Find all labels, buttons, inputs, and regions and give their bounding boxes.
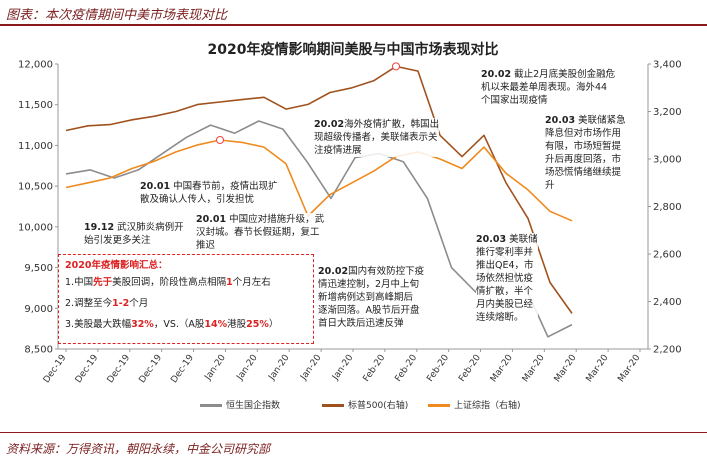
x-tick-label: Jan-20	[330, 353, 355, 383]
annotation-2001a: 20.01 中国春节前，疫情出现扩 散及确认人传人，引发担忧	[140, 180, 278, 206]
y-right-tick-label: 2,200	[653, 345, 682, 356]
y-right-tick-label: 2,400	[653, 297, 682, 308]
x-tick-label: Jan-20	[267, 353, 292, 383]
summary-line-2: 2.调整至今1-2个月	[65, 298, 149, 309]
annotation-text: 国内有效防控下疫 情迅速控制，2月中上旬 新增病例达到高峰期后 逐渐回落。A股节…	[318, 266, 425, 329]
y-left-tick-label: 11,000	[18, 141, 53, 152]
annotation-text: 中国春节前，疫情出现扩 散及确认人传人，引发担忧	[140, 181, 278, 205]
peak-marker	[216, 136, 224, 144]
legend-item-spx: 标普500(右轴)	[322, 398, 408, 411]
annotation-tag: 19.12	[84, 222, 115, 233]
annotation-tag: 20.03	[545, 115, 576, 126]
source-note: 资料来源：万得资讯，朝阳永续，中金公司研究部	[6, 442, 271, 456]
annotation-1912: 19.12 武汉肺炎病例开 始引发更多关注	[84, 221, 184, 247]
annotation-2002a: 20.02海外疫情扩散，韩国出 现超级传播者，美联储表示关 注疫情进展	[314, 118, 440, 157]
x-tick-label: Mar-20	[553, 353, 579, 384]
y-left-tick-label: 11,500	[18, 100, 53, 111]
chart-title: 2020年疫情影响期间美股与中国市场表现对比	[208, 41, 499, 58]
annotation-text: 美联储紧急 降息但对市场作用 有限，市场短暂提 升后再度回落，市 场恐慌情绪继续…	[545, 115, 626, 191]
annotation-tag: 20.02	[314, 119, 345, 130]
chart: 2020年疫情影响期间美股与中国市场表现对比 8,500 9,000 9,500 10,…	[18, 41, 682, 385]
annotation-2002c: 20.02国内有效防控下疫 情迅速控制，2月中上旬 新增病例达到高峰期后 逐渐回…	[318, 265, 425, 330]
legend-item-hsce: 恒生国企指数	[200, 398, 280, 411]
y-left-tick-label: 9,000	[24, 304, 53, 315]
x-tick-label: Dec-19	[138, 353, 165, 385]
x-tick-label: Jan-20	[235, 353, 260, 383]
peak-marker	[392, 62, 400, 71]
x-tick-label: Dec-19	[106, 353, 133, 385]
annotation-2002b: 20.02 截止2月底美股创金融危 机以来最差单周表现。海外44 个国家出现疫情	[481, 68, 616, 107]
x-tick-label: Mar-20	[489, 353, 515, 384]
y-left-tick-label: 12,000	[18, 60, 53, 71]
annotation-text: 中国应对措施升级，武 汉封城。春节长假延期，复工 推迟	[196, 214, 325, 251]
bottom-rule	[0, 432, 707, 433]
series-line-1	[65, 65, 573, 314]
annotation-text: 截止2月底美股创金融危 机以来最差单周表现。海外44 个国家出现疫情	[481, 69, 616, 106]
annotation-tag: 20.01	[196, 214, 227, 225]
x-tick-label: Feb-20	[457, 353, 483, 384]
x-tick-label: Jan-20	[203, 353, 228, 383]
y-right-tick-label: 3,400	[653, 60, 682, 71]
summary-title: 2020年疫情影响汇总：	[65, 260, 168, 271]
annotation-text: 海外疫情扩散，韩国出 现超级传播者，美联储表示关 注疫情进展	[314, 119, 440, 156]
annotation-tag: 20.01	[140, 181, 171, 192]
figure-caption: 图表：本次疫情期间中美市场表现对比	[6, 8, 228, 23]
y-left-tick-label: 10,000	[18, 222, 53, 233]
x-tick-label: Mar-20	[616, 353, 642, 384]
y-left-tick-label: 9,500	[24, 263, 53, 274]
annotation-tag: 20.02	[481, 69, 512, 80]
x-tick-label: Dec-19	[169, 353, 196, 385]
y-left-tick-label: 8,500	[24, 345, 53, 356]
summary-box: 2020年疫情影响汇总： 1.中国先于美股回调，阶段性高点相隔1个月左右 2.调…	[58, 254, 314, 344]
x-tick-label: Feb-20	[362, 353, 388, 384]
legend-item-shcomp: 上证综指（右轴)	[428, 398, 521, 411]
annotation-tag: 20.03	[476, 234, 507, 245]
summary-line-3: 3.美股最大跌幅32%，VS.（A股14%港股25%）	[65, 319, 279, 330]
x-tick-label: Dec-19	[42, 353, 69, 385]
annotation-text: 武汉肺炎病例开 始引发更多关注	[84, 222, 184, 246]
x-tick-label: Mar-20	[521, 353, 547, 384]
x-tick-label: Mar-20	[585, 353, 611, 384]
summary-line-1: 1.中国先于美股回调，阶段性高点相隔1个月左右	[65, 277, 271, 288]
annotation-2003b: 20.03 美联储 推行零利率并 推出QE4，市 场依然担忧疫 情扩散，半个 月…	[476, 233, 538, 324]
annotation-tag: 20.02	[318, 266, 349, 277]
series-line-2	[65, 139, 573, 222]
annotation-text: 美联储 推行零利率并 推出QE4，市 场依然担忧疫 情扩散，半个 月内美股已经 …	[476, 234, 538, 323]
y-right-tick-label: 3,200	[653, 107, 682, 118]
x-tick-label: Jan-20	[298, 353, 323, 383]
annotation-2003a: 20.03 美联储紧急 降息但对市场作用 有限，市场短暂提 升后再度回落，市 场…	[545, 114, 626, 192]
top-rule	[0, 24, 707, 26]
y-right-tick-label: 2,800	[653, 202, 682, 213]
x-tick-label: Feb-20	[425, 353, 451, 384]
y-right-tick-label: 2,600	[653, 250, 682, 261]
y-left-tick-label: 10,500	[18, 182, 53, 193]
annotation-2001b: 20.01 中国应对措施升级，武 汉封城。春节长假延期，复工 推迟	[196, 213, 325, 252]
x-tick-label: Dec-19	[74, 353, 101, 385]
x-tick-label: Feb-20	[393, 353, 419, 384]
y-right-tick-label: 3,000	[653, 155, 682, 166]
